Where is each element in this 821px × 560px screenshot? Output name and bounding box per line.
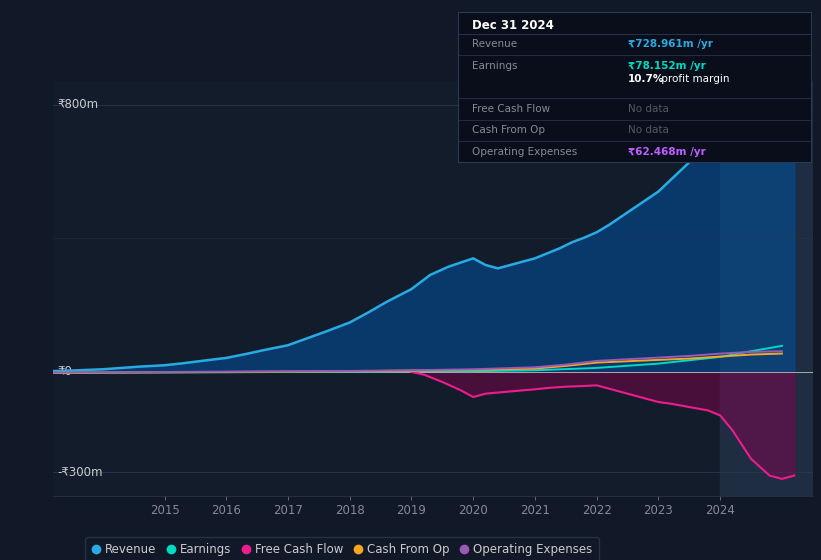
Text: ₹728.961m /yr: ₹728.961m /yr <box>627 39 713 49</box>
Text: 10.7%: 10.7% <box>627 74 664 84</box>
Text: -₹300m: -₹300m <box>57 466 103 479</box>
Text: Operating Expenses: Operating Expenses <box>472 147 577 157</box>
Bar <box>720 81 813 496</box>
Text: No data: No data <box>627 104 668 114</box>
Text: ₹78.152m /yr: ₹78.152m /yr <box>627 61 705 71</box>
Legend: Revenue, Earnings, Free Cash Flow, Cash From Op, Operating Expenses: Revenue, Earnings, Free Cash Flow, Cash … <box>85 538 599 560</box>
Text: No data: No data <box>627 125 668 136</box>
Text: Earnings: Earnings <box>472 61 518 71</box>
Text: Revenue: Revenue <box>472 39 517 49</box>
Text: Free Cash Flow: Free Cash Flow <box>472 104 550 114</box>
Text: ₹800m: ₹800m <box>57 98 99 111</box>
Text: ₹62.468m /yr: ₹62.468m /yr <box>627 147 705 157</box>
Text: Dec 31 2024: Dec 31 2024 <box>472 18 554 32</box>
Text: ₹0: ₹0 <box>57 366 72 379</box>
Text: profit margin: profit margin <box>658 74 729 84</box>
Text: Cash From Op: Cash From Op <box>472 125 545 136</box>
